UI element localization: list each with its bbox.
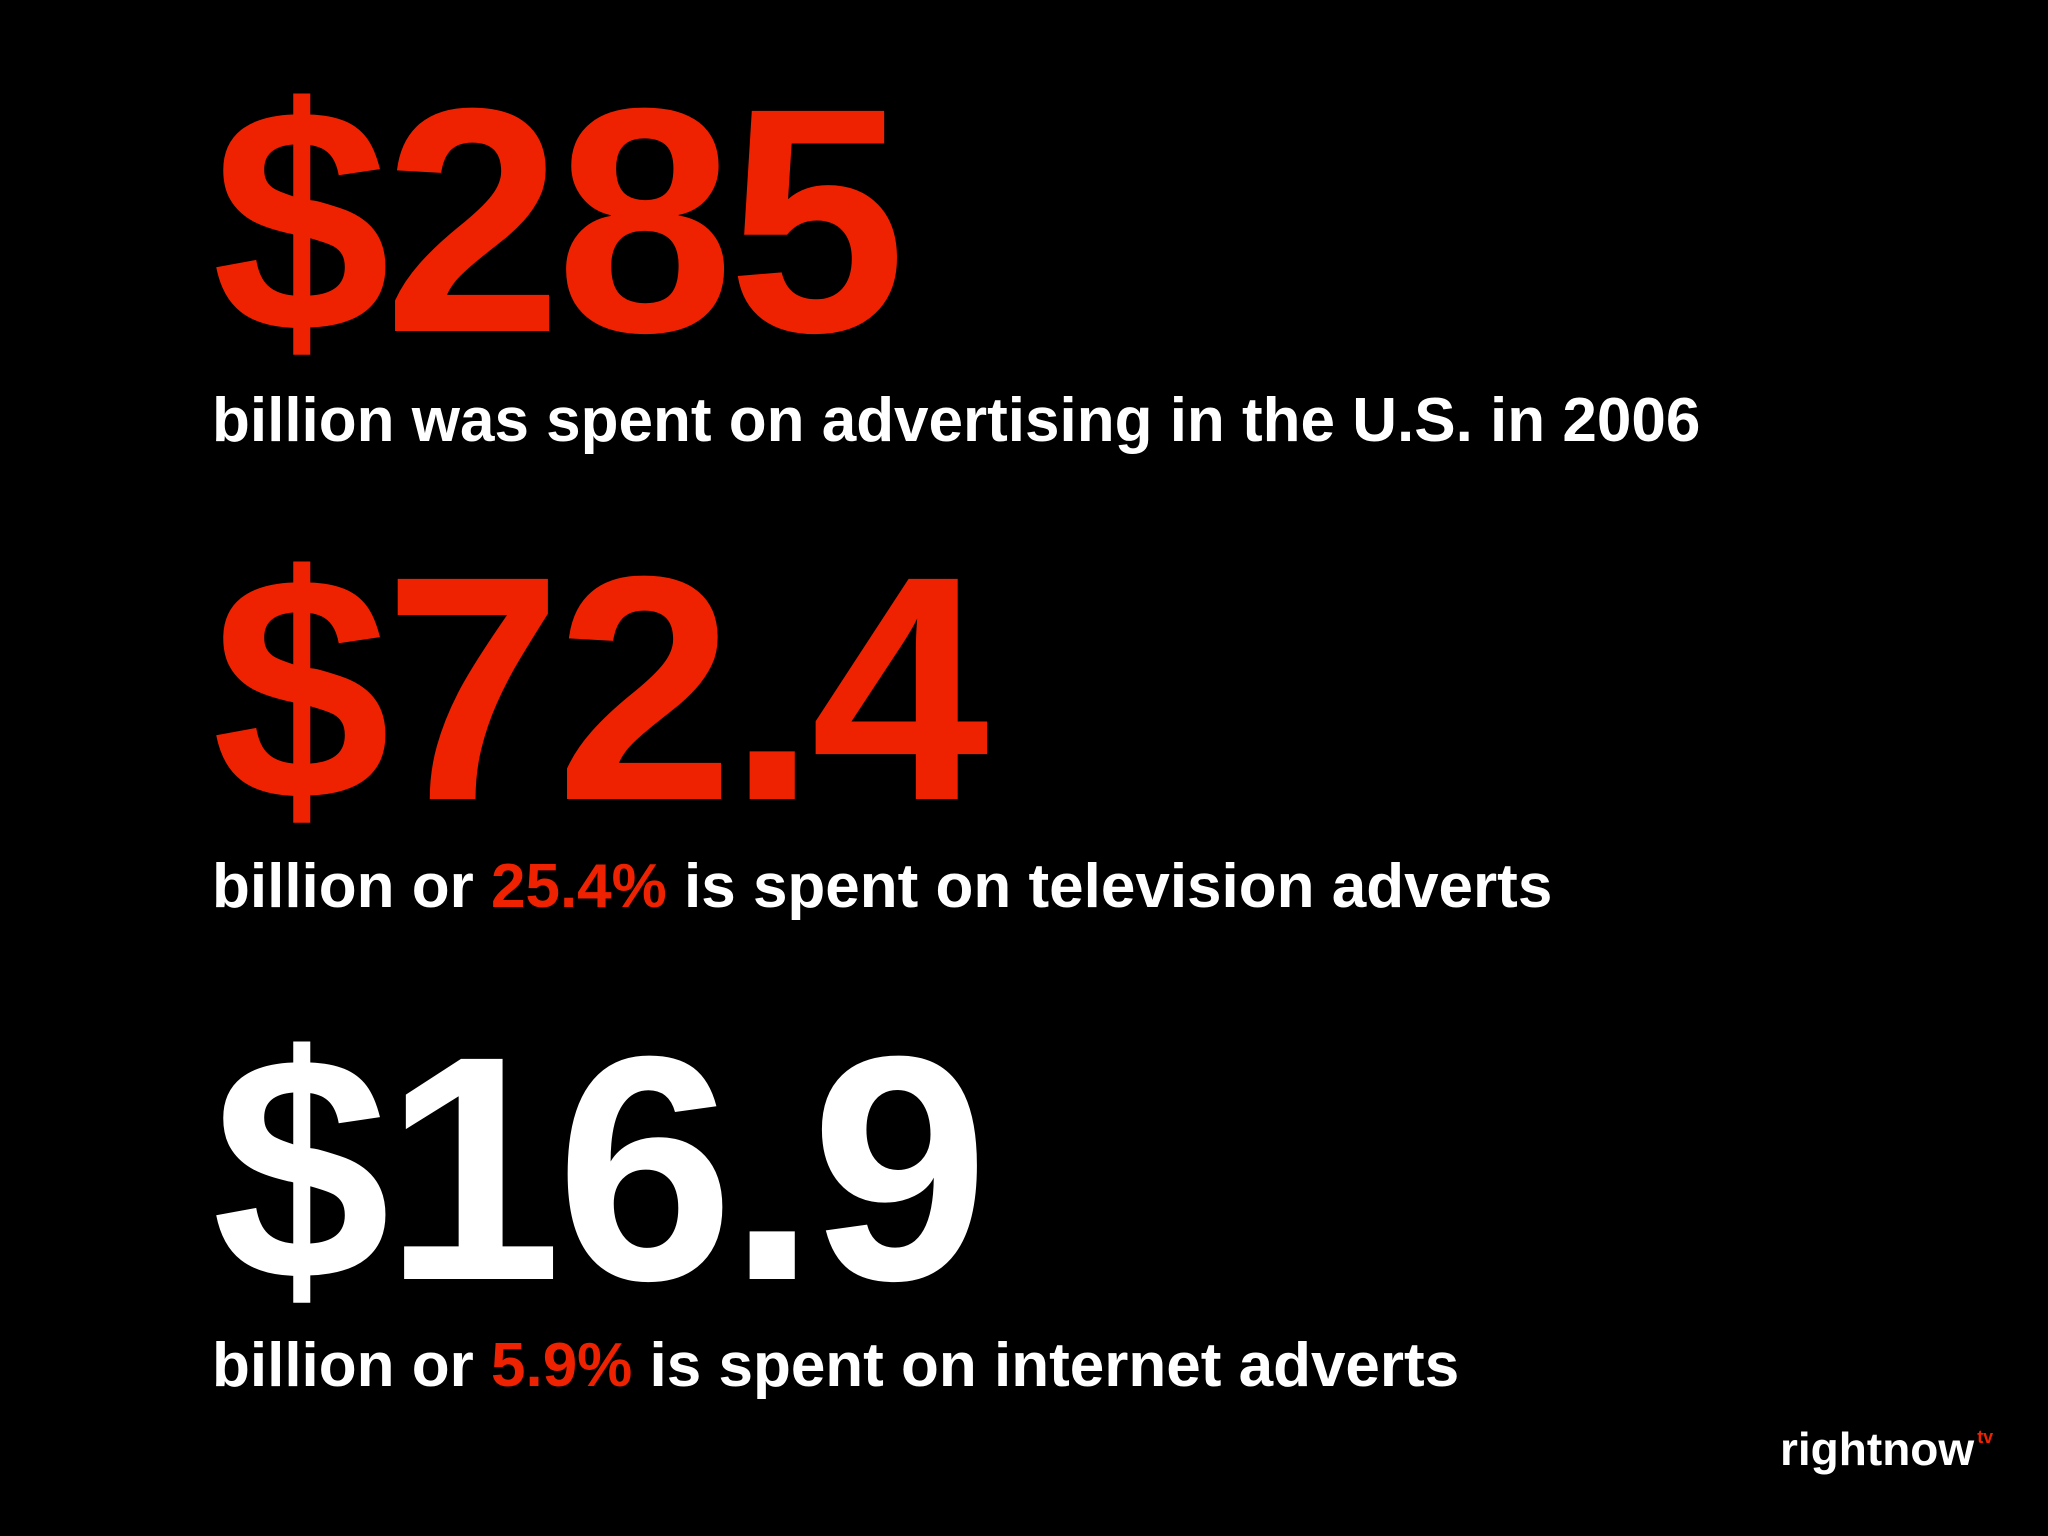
- percentage-highlight: 5.9%: [490, 1331, 633, 1400]
- logo-text: rightnow: [1780, 1423, 1975, 1475]
- caption-suffix: is spent on internet adverts: [632, 1331, 1460, 1400]
- rightnow-tv-logo: rightnow tv: [1780, 1426, 1993, 1472]
- logo-superscript: tv: [1977, 1427, 1994, 1447]
- stat-caption-internet: billion or 5.9% is spent on internet adv…: [212, 1335, 1459, 1397]
- stat-value-television: $72.4: [212, 509, 989, 867]
- stat-value-advertising-total: $285: [212, 41, 906, 399]
- percentage-highlight: 25.4%: [490, 852, 667, 921]
- stat-caption-advertising-total: billion was spent on advertising in the …: [212, 386, 1701, 455]
- caption-prefix: billion or: [212, 1331, 491, 1400]
- caption-prefix: billion or: [212, 852, 491, 921]
- caption-suffix: is spent on television adverts: [666, 852, 1553, 921]
- stat-caption-television: billion or 25.4% is spent on television …: [212, 856, 1552, 918]
- stat-value-internet: $16.9: [212, 989, 989, 1347]
